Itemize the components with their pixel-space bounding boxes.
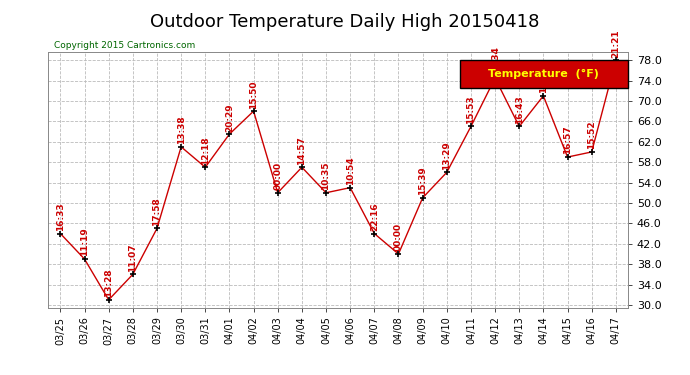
Text: 13:28: 13:28 [104,268,113,297]
Text: 15:52: 15:52 [587,121,596,149]
Text: 10:35: 10:35 [322,162,331,190]
Text: 13:29: 13:29 [442,141,451,170]
Text: 21:21: 21:21 [611,29,620,58]
Text: Copyright 2015 Cartronics.com: Copyright 2015 Cartronics.com [54,41,195,50]
FancyBboxPatch shape [460,60,628,88]
Text: 15:39: 15:39 [418,166,427,195]
Text: 00:00: 00:00 [273,162,282,190]
Text: Outdoor Temperature Daily High 20150418: Outdoor Temperature Daily High 20150418 [150,13,540,31]
Text: 13:38: 13:38 [177,116,186,144]
Text: 00:00: 00:00 [394,223,403,251]
Text: 14:34: 14:34 [491,46,500,75]
Text: 15:50: 15:50 [249,80,258,109]
Text: 11:07: 11:07 [128,243,137,272]
Text: 22:16: 22:16 [370,202,379,231]
Text: 10:54: 10:54 [346,156,355,185]
Text: 20:29: 20:29 [225,103,234,132]
Text: 12:03: 12:03 [539,65,548,93]
Text: 17:58: 17:58 [152,197,161,226]
Text: 16:33: 16:33 [56,202,65,231]
Text: Temperature  (°F): Temperature (°F) [489,69,600,79]
Text: 12:18: 12:18 [201,136,210,165]
Text: 16:57: 16:57 [563,126,572,154]
Text: 14:57: 14:57 [297,136,306,165]
Text: 16:43: 16:43 [515,95,524,124]
Text: 11:19: 11:19 [80,228,89,256]
Text: 15:53: 15:53 [466,95,475,124]
